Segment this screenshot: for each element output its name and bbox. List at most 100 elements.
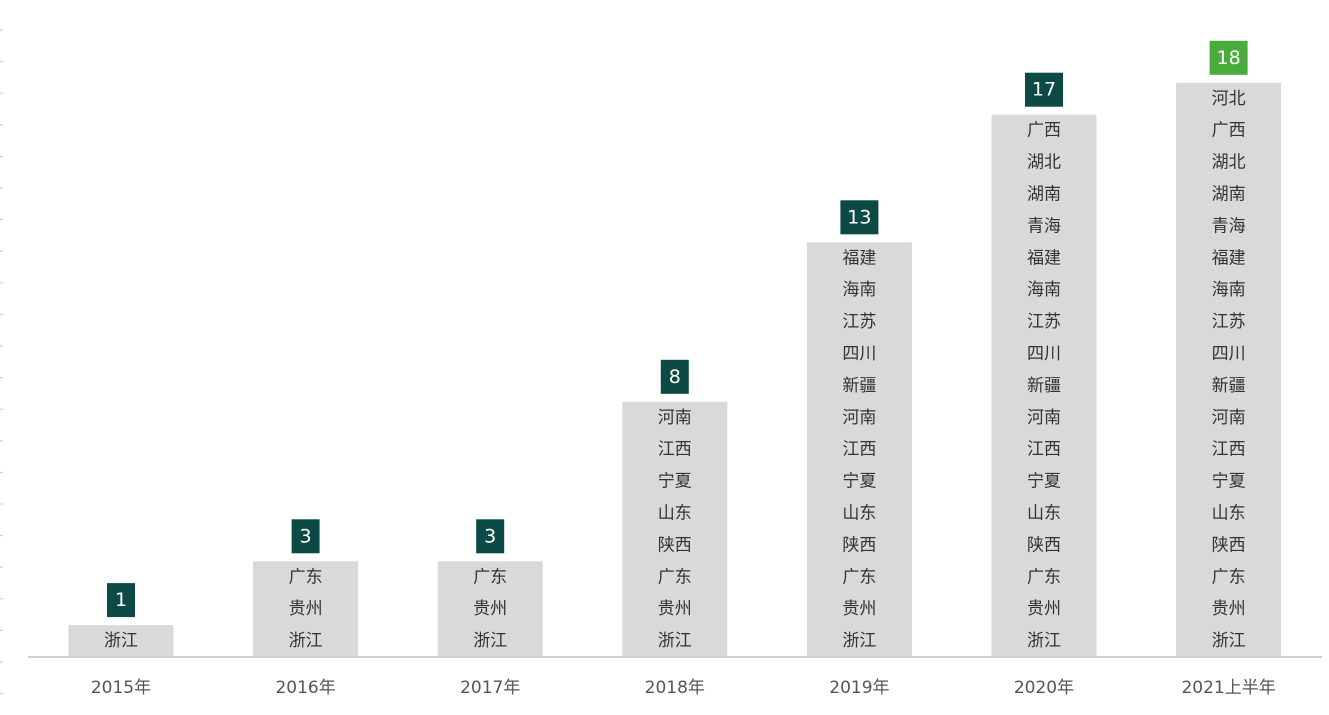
province-label: 河南 <box>1212 408 1246 428</box>
category-label: 2016年 <box>275 678 335 698</box>
count-badge <box>840 200 879 235</box>
province-label: 江苏 <box>1212 312 1246 332</box>
province-label: 江西 <box>658 440 692 460</box>
count-label: 18 <box>1217 47 1241 69</box>
province-label: 青海 <box>1027 216 1061 236</box>
province-label: 山东 <box>1212 504 1246 524</box>
province-label: 陕西 <box>1212 535 1246 555</box>
province-label: 广东 <box>289 567 323 587</box>
bar-group: 浙江 1 <box>68 583 174 657</box>
province-label: 江西 <box>1212 440 1246 460</box>
count-badge <box>660 359 689 394</box>
category-label: 2017年 <box>460 678 520 698</box>
bar <box>253 561 359 657</box>
count-badge <box>107 583 135 618</box>
bar <box>622 401 728 657</box>
count-badge <box>291 519 320 554</box>
province-label: 陕西 <box>842 535 876 555</box>
province-label: 浙江 <box>658 631 692 651</box>
province-label: 广西 <box>1212 121 1246 141</box>
province-label: 江苏 <box>1027 312 1061 332</box>
province-label: 河南 <box>842 408 876 428</box>
province-label: 浙江 <box>1212 631 1246 651</box>
count-label: 3 <box>300 525 312 547</box>
province-label: 新疆 <box>1212 376 1246 396</box>
province-label: 宁夏 <box>1212 472 1246 492</box>
category-labels: 2015年 2016年 2017年 2018年 2019年 2020年 2021上半年 <box>91 678 1276 698</box>
bar <box>437 561 543 657</box>
bar <box>1176 82 1282 658</box>
province-label: 海南 <box>842 280 876 300</box>
province-label: 河南 <box>1027 408 1061 428</box>
province-label: 湖北 <box>1027 153 1061 173</box>
province-label: 宁夏 <box>842 472 876 492</box>
province-label: 江西 <box>1027 440 1061 460</box>
province-label: 四川 <box>1212 344 1246 364</box>
province-label: 广东 <box>1212 567 1246 587</box>
province-label: 海南 <box>1027 280 1061 300</box>
province-label: 陕西 <box>1027 535 1061 555</box>
province-label: 贵州 <box>1027 599 1061 619</box>
province-label: 新疆 <box>842 376 876 396</box>
province-label: 广东 <box>658 567 692 587</box>
province-label: 湖北 <box>1212 153 1246 173</box>
province-label: 山东 <box>842 504 876 524</box>
category-label: 2020年 <box>1014 678 1074 698</box>
count-label: 17 <box>1032 79 1056 101</box>
province-label: 广西 <box>1027 121 1061 141</box>
province-label: 广东 <box>473 567 507 587</box>
province-label: 青海 <box>1212 216 1246 236</box>
province-label: 四川 <box>842 344 876 364</box>
province-label: 湖南 <box>1027 185 1061 205</box>
count-label: 8 <box>669 366 681 388</box>
province-label: 贵州 <box>289 599 323 619</box>
province-label: 山东 <box>1027 504 1061 524</box>
category-label: 2015年 <box>91 678 151 698</box>
province-label: 贵州 <box>1212 599 1246 619</box>
province-label: 浙江 <box>289 631 323 651</box>
category-label: 2021上半年 <box>1181 678 1275 698</box>
count-label: 1 <box>115 589 127 611</box>
count-label: 3 <box>484 525 496 547</box>
category-label: 2018年 <box>645 678 705 698</box>
province-label: 四川 <box>1027 344 1061 364</box>
count-badge <box>476 519 505 554</box>
province-label: 贵州 <box>842 599 876 619</box>
province-label: 福建 <box>1212 248 1246 268</box>
bar <box>68 625 174 657</box>
province-label: 福建 <box>842 248 876 268</box>
province-label: 广东 <box>842 567 876 587</box>
count-badge <box>1209 40 1248 75</box>
province-label: 宁夏 <box>658 472 692 492</box>
province-label: 浙江 <box>473 631 507 651</box>
province-label: 海南 <box>1212 280 1246 300</box>
province-label: 贵州 <box>473 599 507 619</box>
count-label: 13 <box>847 206 871 228</box>
province-label: 新疆 <box>1027 376 1061 396</box>
province-label: 广东 <box>1027 567 1061 587</box>
bar <box>806 242 912 658</box>
category-label: 2019年 <box>829 678 889 698</box>
province-label: 山东 <box>658 504 692 524</box>
province-label: 江苏 <box>842 312 876 332</box>
province-label: 河南 <box>658 408 692 428</box>
province-label: 浙江 <box>842 631 876 651</box>
province-label: 福建 <box>1027 248 1061 268</box>
left-axis-ticks <box>0 29 3 695</box>
province-label: 浙江 <box>104 631 138 651</box>
province-label: 江西 <box>842 440 876 460</box>
count-badge <box>1025 72 1063 107</box>
province-label: 河北 <box>1212 89 1246 109</box>
province-label: 宁夏 <box>1027 472 1061 492</box>
province-label: 湖南 <box>1212 185 1246 205</box>
bar <box>991 114 1097 657</box>
province-label: 贵州 <box>658 599 692 619</box>
